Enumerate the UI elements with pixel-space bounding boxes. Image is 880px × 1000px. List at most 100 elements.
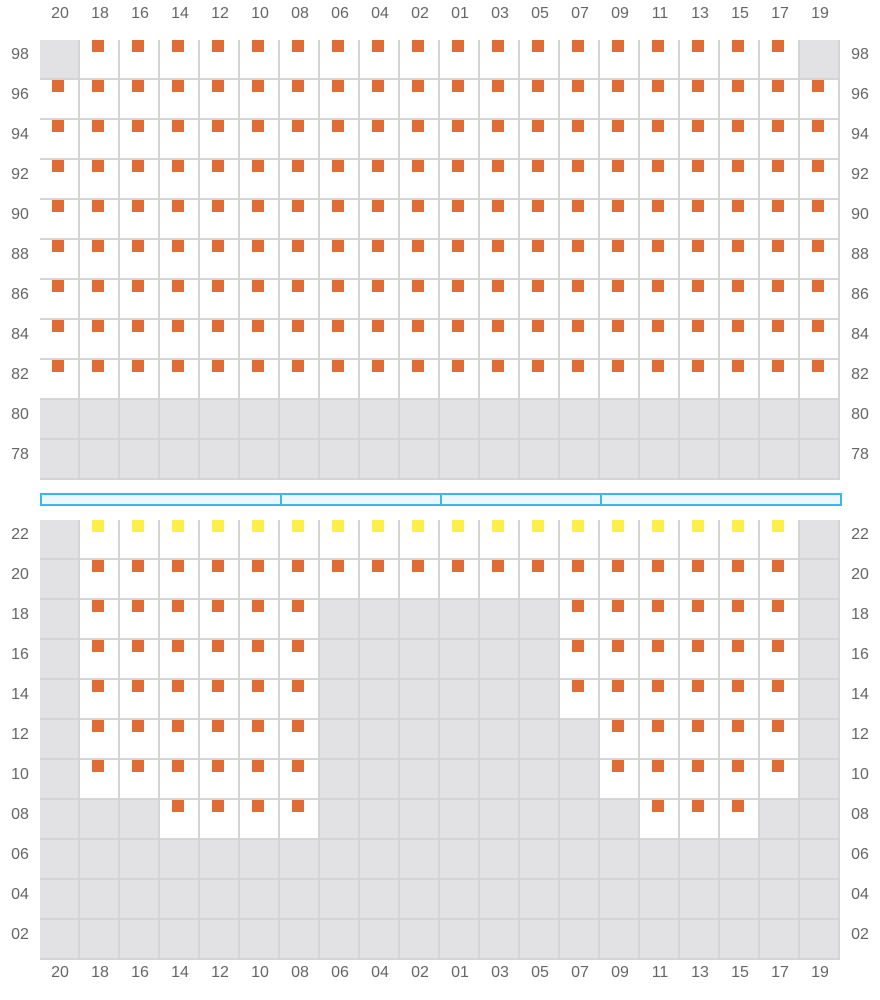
slot[interactable] [480,120,520,160]
container-marker-orange[interactable] [132,720,144,732]
container-marker-orange[interactable] [652,320,664,332]
container-marker-orange[interactable] [372,320,384,332]
slot[interactable] [560,240,600,280]
slot[interactable] [200,760,240,800]
container-marker-orange[interactable] [572,280,584,292]
slot[interactable] [680,280,720,320]
slot[interactable] [160,80,200,120]
container-marker-orange[interactable] [292,560,304,572]
slot[interactable] [640,800,680,840]
slot[interactable] [120,200,160,240]
container-marker-orange[interactable] [732,560,744,572]
slot[interactable] [760,720,800,760]
container-marker-orange[interactable] [692,280,704,292]
slot[interactable] [360,280,400,320]
container-marker-orange[interactable] [132,80,144,92]
slot[interactable] [680,600,720,640]
slot[interactable] [200,80,240,120]
slot[interactable] [200,240,240,280]
slot[interactable] [600,120,640,160]
slot[interactable] [680,800,720,840]
container-marker-orange[interactable] [732,680,744,692]
slot[interactable] [440,240,480,280]
container-marker-orange[interactable] [772,560,784,572]
container-marker-yellow[interactable] [492,520,504,532]
slot[interactable] [680,40,720,80]
container-marker-orange[interactable] [652,720,664,732]
slot[interactable] [680,240,720,280]
slot[interactable] [80,40,120,80]
container-marker-orange[interactable] [692,680,704,692]
container-marker-orange[interactable] [52,320,64,332]
slot[interactable] [480,160,520,200]
slot[interactable] [280,280,320,320]
slot[interactable] [120,520,160,560]
slot[interactable] [320,40,360,80]
container-marker-orange[interactable] [412,200,424,212]
slot[interactable] [640,720,680,760]
slot[interactable] [560,680,600,720]
container-marker-orange[interactable] [92,320,104,332]
container-marker-orange[interactable] [692,600,704,612]
container-marker-orange[interactable] [772,160,784,172]
container-marker-orange[interactable] [172,160,184,172]
container-marker-orange[interactable] [532,80,544,92]
slot[interactable] [120,600,160,640]
slot[interactable] [640,40,680,80]
slot[interactable] [240,560,280,600]
slot[interactable] [280,240,320,280]
container-marker-orange[interactable] [252,280,264,292]
slot[interactable] [240,40,280,80]
container-marker-orange[interactable] [212,200,224,212]
slot[interactable] [40,200,80,240]
slot[interactable] [760,560,800,600]
slot[interactable] [200,520,240,560]
slot[interactable] [360,160,400,200]
container-marker-orange[interactable] [92,760,104,772]
slot[interactable] [40,360,80,400]
container-marker-orange[interactable] [572,600,584,612]
container-marker-orange[interactable] [332,120,344,132]
slot[interactable] [400,560,440,600]
container-marker-orange[interactable] [292,240,304,252]
slot[interactable] [720,80,760,120]
slot[interactable] [440,160,480,200]
slot[interactable] [720,280,760,320]
container-marker-orange[interactable] [372,200,384,212]
slot[interactable] [520,520,560,560]
container-marker-orange[interactable] [52,200,64,212]
slot[interactable] [520,120,560,160]
container-marker-orange[interactable] [812,120,824,132]
slot[interactable] [120,680,160,720]
slot[interactable] [440,320,480,360]
container-marker-orange[interactable] [812,360,824,372]
container-marker-orange[interactable] [492,200,504,212]
slot[interactable] [680,120,720,160]
container-marker-orange[interactable] [452,360,464,372]
container-marker-orange[interactable] [812,200,824,212]
container-marker-orange[interactable] [292,680,304,692]
container-marker-orange[interactable] [652,760,664,772]
slot[interactable] [400,360,440,400]
slot[interactable] [560,160,600,200]
container-marker-orange[interactable] [532,120,544,132]
container-marker-orange[interactable] [292,800,304,812]
slot[interactable] [320,360,360,400]
slot[interactable] [120,160,160,200]
container-marker-orange[interactable] [252,200,264,212]
container-marker-orange[interactable] [692,120,704,132]
container-marker-orange[interactable] [612,160,624,172]
container-marker-orange[interactable] [212,760,224,772]
container-marker-orange[interactable] [332,160,344,172]
slot[interactable] [760,640,800,680]
slot[interactable] [160,760,200,800]
container-marker-yellow[interactable] [172,520,184,532]
slot[interactable] [40,320,80,360]
container-marker-orange[interactable] [172,280,184,292]
container-marker-orange[interactable] [372,160,384,172]
container-marker-orange[interactable] [132,360,144,372]
slot[interactable] [720,680,760,720]
slot[interactable] [520,160,560,200]
container-marker-orange[interactable] [172,40,184,52]
container-marker-orange[interactable] [772,200,784,212]
